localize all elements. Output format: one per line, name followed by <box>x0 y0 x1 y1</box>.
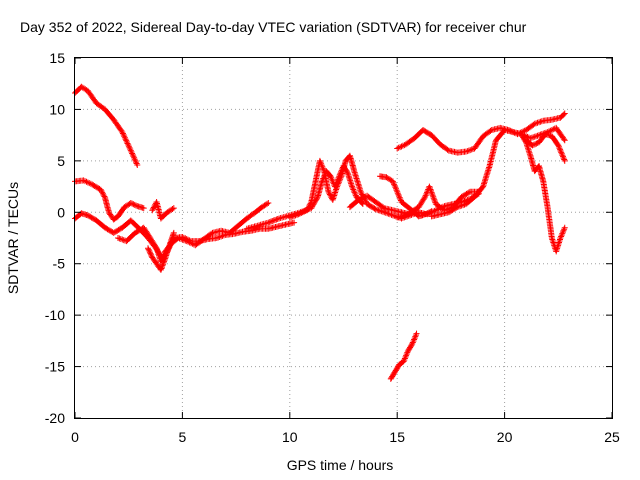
series-arc-6 <box>149 199 177 222</box>
series-arc-14 <box>518 132 568 255</box>
data-points-path <box>523 131 568 164</box>
y-axis-label: SDTVAR / TECUs <box>5 182 21 294</box>
data-points <box>72 83 568 382</box>
x-tick-label: 10 <box>282 429 298 445</box>
series-arc-1 <box>72 83 141 168</box>
data-points-path <box>72 210 298 263</box>
x-tick-label: 20 <box>497 429 513 445</box>
data-points-path <box>394 183 482 221</box>
data-points-path <box>518 132 568 255</box>
series-arc-7 <box>243 163 366 232</box>
data-points-path <box>387 330 420 382</box>
series-arc-2 <box>72 177 147 223</box>
chart-title: Day 352 of 2022, Sidereal Day-to-day VTE… <box>20 19 527 35</box>
x-tick-label: 25 <box>604 429 620 445</box>
grid-lines <box>75 58 612 418</box>
data-points-path <box>394 110 568 156</box>
x-tick-label: 0 <box>71 429 79 445</box>
data-points-path <box>72 83 141 168</box>
series-arc-16 <box>387 330 420 382</box>
data-points-path <box>243 163 366 232</box>
y-tick-label: -10 <box>45 307 65 323</box>
data-points-path <box>149 199 177 222</box>
x-tick-label: 15 <box>389 429 405 445</box>
y-tick-label: 5 <box>57 153 65 169</box>
series-arc-5 <box>145 229 177 273</box>
y-tick-label: 10 <box>49 101 65 117</box>
y-tick-label: -15 <box>45 359 65 375</box>
y-tick-label: 0 <box>57 204 65 220</box>
series-arc-13 <box>394 110 568 156</box>
data-points-path <box>72 177 147 223</box>
axis-ticks: 0 5 10 15 20 25 -20 -15 -10 -5 0 5 10 15 <box>45 50 620 445</box>
plot-frame <box>74 57 613 419</box>
data-points-path <box>145 229 177 273</box>
y-tick-label: 15 <box>49 50 65 66</box>
series-arc-15 <box>523 131 568 164</box>
x-axis-label: GPS time / hours <box>287 457 394 473</box>
y-tick-label: -20 <box>45 410 65 426</box>
y-tick-label: -5 <box>53 256 66 272</box>
x-tick-label: 5 <box>179 429 187 445</box>
series-arc-11 <box>394 183 482 221</box>
series-arc-3 <box>72 210 298 263</box>
